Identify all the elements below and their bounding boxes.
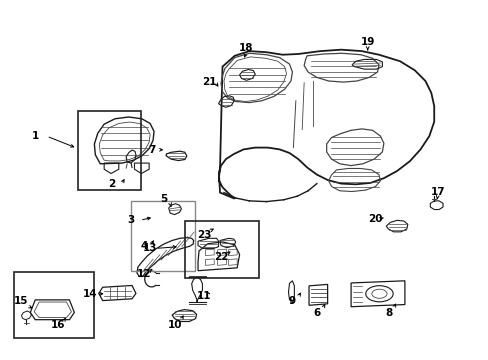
Text: 6: 6 xyxy=(313,308,320,318)
Bar xyxy=(131,201,194,271)
Text: 5: 5 xyxy=(160,194,167,204)
Bar xyxy=(14,272,94,338)
Text: 13: 13 xyxy=(142,243,157,253)
Text: 15: 15 xyxy=(14,296,29,306)
Text: 12: 12 xyxy=(136,269,151,279)
Text: 8: 8 xyxy=(385,308,391,318)
Text: 3: 3 xyxy=(127,215,134,225)
Text: 18: 18 xyxy=(239,42,253,53)
Text: 17: 17 xyxy=(429,186,444,197)
Text: 16: 16 xyxy=(50,320,65,330)
Text: 10: 10 xyxy=(167,320,182,330)
Text: 21: 21 xyxy=(202,77,216,87)
Text: 22: 22 xyxy=(214,252,228,262)
Text: 14: 14 xyxy=(83,289,98,299)
Text: 4: 4 xyxy=(140,240,148,251)
Text: 7: 7 xyxy=(147,145,155,155)
Text: 20: 20 xyxy=(367,214,382,224)
Bar xyxy=(184,221,259,278)
Text: 11: 11 xyxy=(196,291,211,301)
Text: 1: 1 xyxy=(32,131,39,141)
Bar xyxy=(78,111,141,190)
Text: 9: 9 xyxy=(288,296,295,306)
Text: 19: 19 xyxy=(360,37,374,47)
Text: 2: 2 xyxy=(108,179,115,189)
Text: 23: 23 xyxy=(197,230,211,240)
